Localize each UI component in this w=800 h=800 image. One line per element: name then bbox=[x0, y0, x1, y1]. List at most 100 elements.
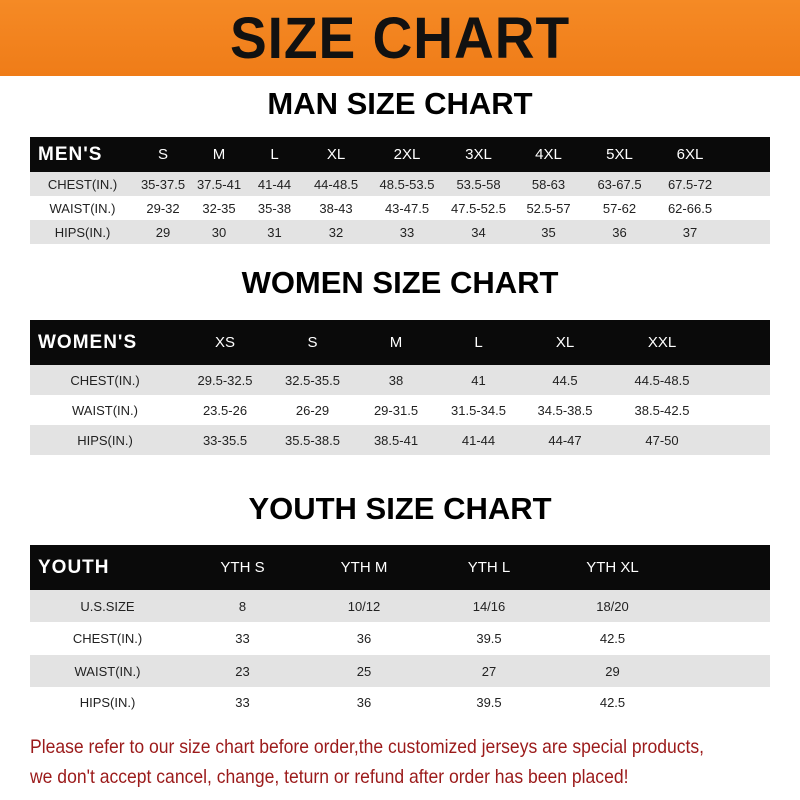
size-cell: 42.5 bbox=[599, 695, 626, 710]
size-cell: 62-66.5 bbox=[667, 200, 713, 216]
size-cell: 8 bbox=[238, 598, 247, 614]
table-row: WAIST(IN.) 29-32 32-35 35-38 38-43 43-47.5 47.… bbox=[30, 196, 770, 220]
size-cell: 38.5-42.5 bbox=[634, 402, 690, 418]
size-cell: 32.5-35.5 bbox=[285, 372, 340, 388]
table-row: U.S.SIZE 8 10/12 14/16 18/20 bbox=[30, 590, 770, 622]
size-cell: 33 bbox=[235, 631, 250, 646]
size-cell: 27 bbox=[481, 663, 497, 679]
size-cell: 48.5-53.5 bbox=[379, 176, 435, 192]
women-chart-title: WOMEN SIZE CHART bbox=[241, 265, 559, 300]
row-label: U.S.SIZE bbox=[80, 598, 135, 614]
row-label: YOUTH bbox=[38, 556, 110, 578]
size-cell: 32-35 bbox=[202, 200, 236, 216]
size-cell: YTH M bbox=[340, 559, 388, 576]
size-cell: 35 bbox=[541, 224, 556, 240]
row-label: WAIST(IN.) bbox=[49, 200, 116, 216]
banner: SIZE CHART bbox=[0, 0, 800, 76]
size-cell: 25 bbox=[356, 663, 372, 679]
size-cell: 39.5 bbox=[476, 695, 502, 710]
size-cell: 6XL bbox=[676, 146, 704, 163]
size-cell: 39.5 bbox=[476, 631, 502, 646]
row-label: WOMEN'S bbox=[38, 331, 138, 353]
size-cell: 36 bbox=[612, 224, 627, 240]
size-cell: 31 bbox=[267, 224, 282, 240]
size-cell: 14/16 bbox=[472, 598, 506, 614]
size-cell: 30 bbox=[211, 224, 227, 240]
size-cell: 67.5-72 bbox=[667, 176, 713, 192]
size-cell: 53.5-58 bbox=[456, 176, 501, 192]
size-cell: 34 bbox=[471, 224, 486, 240]
size-cell: 44-48.5 bbox=[313, 176, 359, 192]
size-cell: 44.5 bbox=[552, 372, 578, 388]
size-cell: 36 bbox=[356, 631, 372, 646]
size-cell: 41-44 bbox=[461, 432, 496, 448]
size-cell: 44-47 bbox=[548, 432, 582, 448]
table-row: HIPS(IN.) 33-35.5 35.5-38.5 38.5-41 41-44 44-… bbox=[30, 425, 770, 455]
size-cell: 38-43 bbox=[319, 200, 353, 216]
size-cell: 26-29 bbox=[295, 402, 330, 418]
notice-line-1: Please refer to our size chart before or… bbox=[30, 736, 705, 758]
size-cell: 36 bbox=[356, 695, 372, 710]
women-size-table: WOMEN'S XS S M L XL XXL CHEST(IN.) 29.5-32.5 32.5… bbox=[30, 320, 770, 455]
size-cell: 34.5-38.5 bbox=[537, 402, 593, 418]
row-label: HIPS(IN.) bbox=[54, 224, 111, 240]
row-label: WAIST(IN.) bbox=[74, 663, 141, 679]
size-cell: 41 bbox=[471, 372, 486, 388]
size-cell: YTH L bbox=[467, 559, 511, 576]
size-cell: 31.5-34.5 bbox=[451, 402, 506, 418]
row-label: CHEST(IN.) bbox=[47, 176, 118, 192]
row-label: CHEST(IN.) bbox=[72, 631, 143, 646]
size-cell: 47-50 bbox=[645, 432, 679, 448]
table-row: WAIST(IN.) 23.5-26 26-29 29-31.5 31.5-34.5 34… bbox=[30, 395, 770, 425]
size-cell: 5XL bbox=[606, 146, 633, 163]
men-chart-title: MAN SIZE CHART bbox=[267, 86, 533, 121]
youth-chart-title: YOUTH SIZE CHART bbox=[248, 491, 552, 526]
size-cell: 33-35.5 bbox=[202, 432, 248, 448]
size-cell: XL bbox=[555, 334, 575, 351]
table-row: HIPS(IN.) 29 30 31 32 33 34 35 36 37 bbox=[30, 220, 770, 244]
size-cell: 63-67.5 bbox=[597, 176, 642, 192]
notice-line-2: we don't accept cancel, change, teturn o… bbox=[30, 766, 629, 788]
row-label: WAIST(IN.) bbox=[72, 402, 138, 418]
row-label: CHEST(IN.) bbox=[70, 372, 140, 388]
table-row: WAIST(IN.) 23 25 27 29 bbox=[30, 655, 770, 687]
size-cell: 29.5-32.5 bbox=[197, 372, 253, 388]
banner-title: SIZE CHART bbox=[229, 5, 571, 71]
size-cell: 29-32 bbox=[146, 200, 180, 216]
size-cell: 18/20 bbox=[596, 598, 629, 614]
header-row: YOUTH YTH S YTH M YTH L YTH XL bbox=[30, 545, 770, 590]
size-cell: 29 bbox=[155, 224, 171, 240]
size-cell: 29 bbox=[605, 663, 620, 679]
size-cell: 2XL bbox=[393, 146, 421, 163]
size-cell: 23 bbox=[235, 663, 250, 679]
size-cell: 3XL bbox=[465, 146, 492, 163]
size-cell: XS bbox=[214, 334, 235, 351]
table-row: CHEST(IN.) 29.5-32.5 32.5-35.5 38 41 44.5 44.5… bbox=[30, 365, 770, 395]
size-cell: XXL bbox=[647, 334, 677, 351]
row-label: MEN'S bbox=[38, 143, 103, 165]
size-cell: M bbox=[212, 146, 226, 163]
men-size-table: MEN'S S M L XL 2XL 3XL 4XL 5XL 6XL CHEST(IN.) 35-37… bbox=[30, 137, 770, 244]
size-cell: 38 bbox=[388, 372, 404, 388]
size-cell: 37.5-41 bbox=[196, 176, 242, 192]
size-cell: 57-62 bbox=[602, 200, 637, 216]
size-cell: YTH S bbox=[220, 559, 265, 576]
size-cell: YTH XL bbox=[586, 559, 639, 576]
table-row: CHEST(IN.) 35-37.5 37.5-41 41-44 44-48.5 48.5… bbox=[30, 172, 770, 196]
size-cell: 4XL bbox=[535, 146, 562, 163]
table-row: CHEST(IN.) 33 36 39.5 42.5 bbox=[30, 622, 770, 655]
youth-size-table: YOUTH YTH S YTH M YTH L YTH XL U.S.SIZE 8 10/12… bbox=[30, 545, 770, 718]
size-cell: 23.5-26 bbox=[202, 402, 248, 418]
header-row: WOMEN'S XS S M L XL XXL bbox=[30, 320, 770, 365]
row-label: HIPS(IN.) bbox=[77, 432, 133, 448]
size-cell: XL bbox=[326, 146, 346, 163]
size-cell: 33 bbox=[399, 224, 415, 240]
size-cell: 47.5-52.5 bbox=[451, 200, 506, 216]
size-cell: 35.5-38.5 bbox=[285, 432, 340, 448]
size-cell: 41-44 bbox=[257, 176, 292, 192]
size-cell: 42.5 bbox=[599, 631, 626, 646]
table-row: HIPS(IN.) 33 36 39.5 42.5 bbox=[30, 687, 770, 718]
size-cell: L bbox=[270, 146, 279, 163]
size-cell: 29-31.5 bbox=[373, 402, 419, 418]
size-cell: 35-37.5 bbox=[140, 176, 186, 192]
